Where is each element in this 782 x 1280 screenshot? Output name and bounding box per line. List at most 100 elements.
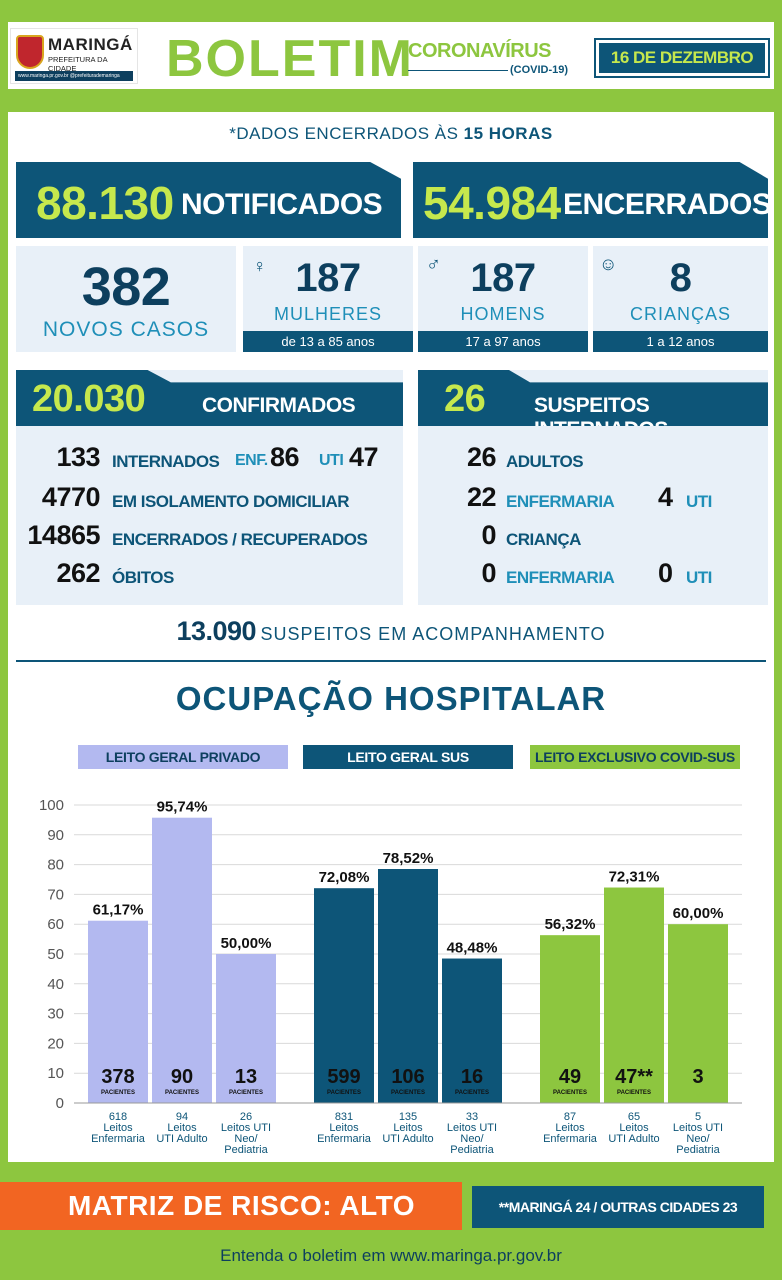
group-private-label: LEITO GERAL PRIVADO (78, 745, 288, 769)
men-label: HOMENS (460, 304, 546, 324)
y-tick-label: 90 (47, 827, 64, 844)
hospitalized-enf-label: ENF. (235, 452, 268, 469)
bar (314, 888, 374, 1103)
bar-category-line2: Enfermaria (317, 1133, 372, 1145)
bar-percent-label: 78,52% (383, 850, 434, 867)
bar-category-line1: Leitos (555, 1122, 585, 1134)
page-title: BOLETIM (166, 30, 414, 88)
bar-patients-caption: PACIENTES (229, 1090, 263, 1096)
children-card: ☺ 8 CRIANÇAS 1 a 12 anos (593, 246, 768, 352)
confirmed-row-deaths: 262 ÓBITOS (16, 556, 403, 592)
men-card: ♂ 187 HOMENS 17 a 97 anos (418, 246, 588, 352)
monitoring-value: 13.090 (176, 616, 257, 646)
women-label: MULHERES (273, 304, 383, 324)
hospitalized-label: INTERNADOS (112, 452, 220, 471)
suspects-row-adults: 26 ADULTOS (418, 440, 768, 476)
bar-category-line1: Leitos UTI (221, 1122, 271, 1134)
confirmed-value: 20.030 (32, 378, 146, 420)
man-icon: ♂ (426, 254, 441, 276)
bar (216, 954, 276, 1103)
bar-patients-caption: PACIENTES (165, 1090, 199, 1096)
bar-percent-label: 60,00% (673, 905, 724, 922)
suspects-label: SUSPEITOS INTERNADOS (534, 394, 668, 426)
bar-patients-value: 16 (461, 1066, 483, 1088)
bar-patients-value: 47** (615, 1066, 653, 1088)
bar (152, 817, 212, 1103)
bar-patients-value: 13 (235, 1066, 257, 1088)
bar-patients-value: 3 (692, 1066, 703, 1088)
bar-category-line2: Enfermaria (543, 1133, 598, 1145)
bar-bed-total: 618 (109, 1111, 127, 1123)
new-cases-card: 382 NOVOS CASOS (16, 246, 236, 352)
hospitalized-value: 133 (56, 442, 100, 472)
bar-bed-total: 87 (564, 1111, 576, 1123)
men-range: 17 a 97 anos (418, 331, 588, 352)
bar-category-line3: Pediatria (224, 1144, 268, 1156)
deaths-label: ÓBITOS (112, 568, 174, 587)
risk-banner: MATRIZ DE RISCO: ALTO (0, 1182, 462, 1230)
new-cases-value: 382 (81, 257, 171, 317)
women-card: ♀ 187 MULHERES de 13 a 85 anos (243, 246, 413, 352)
bar-percent-label: 48,48% (447, 940, 498, 957)
y-tick-label: 10 (47, 1065, 64, 1082)
closed-value: 54.984 (423, 177, 561, 229)
bar-category-line2: Neo/ (686, 1133, 710, 1145)
group-covid-label: LEITO EXCLUSIVO COVID-SUS (530, 745, 740, 769)
divider (16, 660, 766, 662)
baby-icon: ☺ (599, 254, 618, 274)
suspects-value: 26 (444, 378, 486, 420)
bar-category-line1: Leitos UTI (673, 1122, 723, 1134)
confirmed-label: CONFIRMADOS (202, 394, 356, 417)
hospitalized-uti-value: 47 (349, 442, 379, 472)
y-tick-label: 60 (47, 916, 64, 933)
closed-banner: 54.984 ENCERRADOS (413, 162, 768, 238)
logo-social-text: www.maringa.pr.gov.br @prefeiturademarin… (18, 73, 120, 79)
deaths-value: 262 (56, 558, 100, 588)
bar-bed-total: 94 (176, 1111, 188, 1123)
date-badge: 16 DE DEZEMBRO (594, 38, 770, 78)
y-tick-label: 30 (47, 1006, 64, 1023)
isolation-label: EM ISOLAMENTO DOMICILIAR (112, 492, 350, 511)
bar-patients-caption: PACIENTES (553, 1090, 587, 1096)
bar-percent-label: 72,31% (609, 869, 660, 886)
bar-category-line1: Leitos (103, 1122, 133, 1134)
bar-bed-total: 135 (399, 1111, 417, 1123)
bar-category-line3: Pediatria (450, 1144, 494, 1156)
bar-bed-total: 831 (335, 1111, 353, 1123)
suspects-adults-label: ADULTOS (506, 452, 584, 471)
bar-percent-label: 61,17% (93, 902, 144, 919)
bar-percent-label: 50,00% (221, 935, 272, 952)
bar (378, 869, 438, 1103)
bar (88, 920, 148, 1103)
men-value: 187 (470, 256, 536, 300)
data-cutoff-note: *DADOS ENCERRADOS ÀS 15 HORAS (0, 124, 782, 144)
isolation-value: 4770 (41, 482, 101, 512)
suspects-child-ward-value: 0 (481, 558, 496, 588)
bar-category-line1: Leitos (167, 1122, 197, 1134)
logo-subtitle: PREFEITURA DA CIDADE (48, 55, 108, 73)
suspects-child-value: 0 (481, 520, 496, 550)
subtitle-coronavirus: CORONAVÍRUS (408, 40, 552, 62)
notified-label: NOTIFICADOS (181, 188, 383, 221)
suspects-adult-ward-label: ENFERMARIA (506, 492, 615, 511)
monitoring-label: SUSPEITOS EM ACOMPANHAMENTO (260, 624, 606, 644)
confirmed-row-isolation: 4770 EM ISOLAMENTO DOMICILIAR (16, 480, 403, 516)
monitoring-line: 13.090 SUSPEITOS EM ACOMPANHAMENTO (0, 616, 782, 647)
bar-category-line2: Neo/ (460, 1133, 484, 1145)
suspects-row-adult-ward: 22 ENFERMARIA 4 UTI (418, 480, 768, 516)
children-range: 1 a 12 anos (593, 331, 768, 352)
bar-patients-caption: PACIENTES (101, 1090, 135, 1096)
children-value: 8 (669, 256, 692, 300)
bar-category-line3: Pediatria (676, 1144, 720, 1156)
y-tick-label: 80 (47, 857, 64, 874)
bar-bed-total: 65 (628, 1111, 640, 1123)
closed-label: ENCERRADOS (563, 188, 772, 221)
bar-percent-label: 95,74% (157, 799, 208, 816)
bar-percent-label: 56,32% (545, 916, 596, 933)
subtitle-covid: (COVID-19) (510, 64, 569, 76)
new-cases-label: NOVOS CASOS (42, 318, 210, 341)
bar-category-line2: Neo/ (234, 1133, 258, 1145)
occupancy-chart: 100908070605040302010061,17%378PACIENTES… (39, 797, 742, 1156)
suspects-row-child-ward: 0 ENFERMARIA 0 UTI (418, 556, 768, 592)
woman-icon: ♀ (253, 256, 267, 276)
